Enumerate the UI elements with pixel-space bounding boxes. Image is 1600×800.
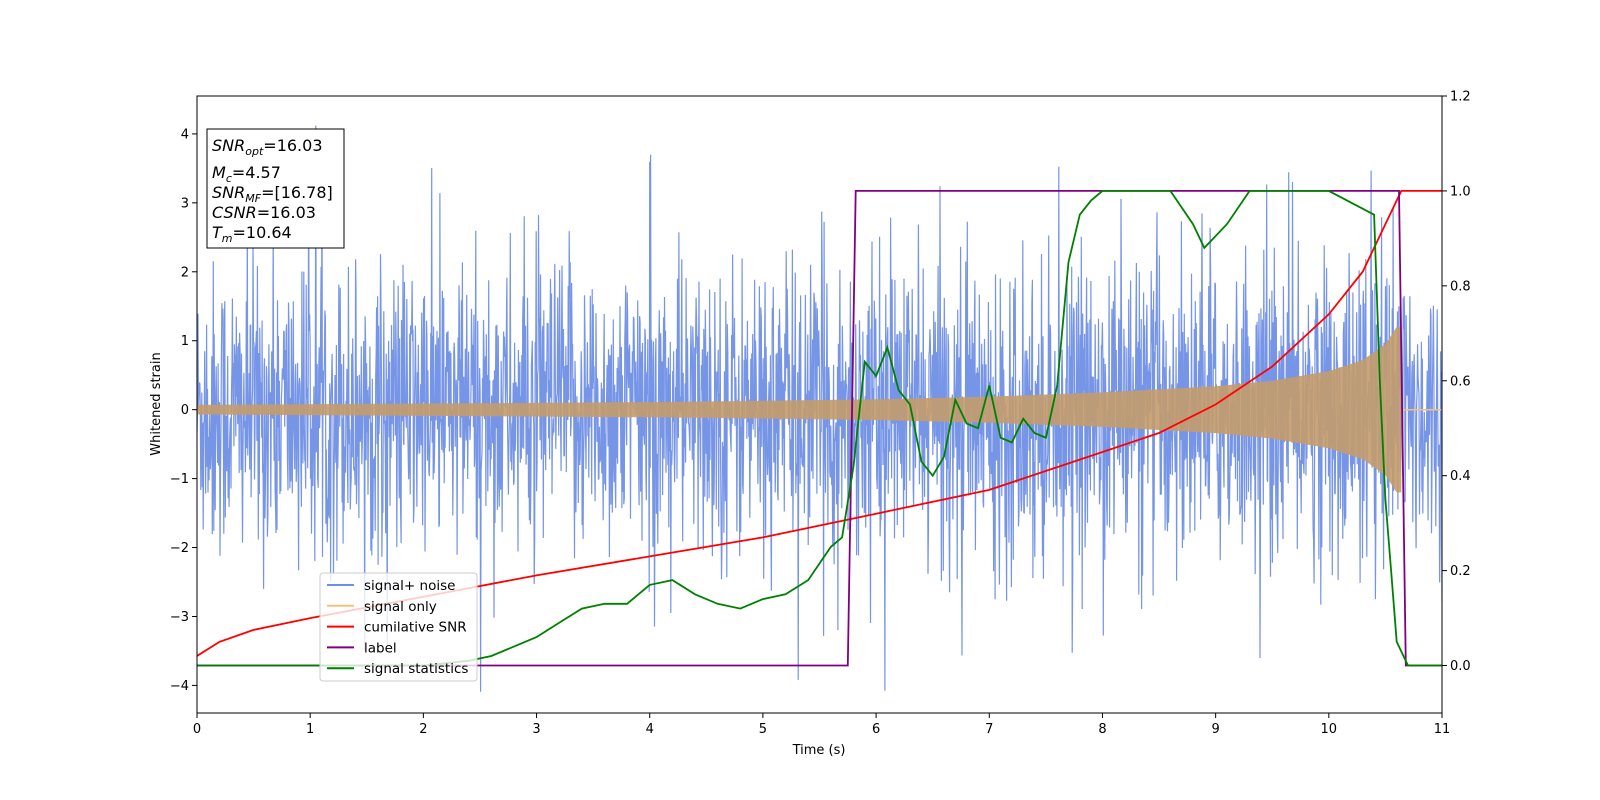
x-tick-label: 2	[419, 722, 427, 737]
legend-label: signal only	[364, 599, 437, 615]
annotation-frame	[206, 128, 345, 249]
plot-area	[197, 125, 1442, 692]
annotation-line: CSNR=16.03	[212, 203, 316, 222]
x-axis-label: Time (s)	[792, 743, 846, 758]
y-right-tick-label: 0.4	[1450, 469, 1471, 484]
annotation-line: Tm=10.64	[212, 223, 292, 245]
axes: 0 1 2 3 4 5 6 7 8 9 10 11 −4 −3 −2 −1 0 1 2 3 4 0.0 0.2 0.4 0.6 0…	[170, 90, 1471, 738]
y-right-tick-label: 0.0	[1450, 659, 1471, 674]
series-line-signal-noise	[197, 125, 1442, 692]
series-area-signal-only	[197, 326, 1402, 493]
annotation-line: Mc=4.57	[212, 163, 281, 185]
y-left-tick-label: −3	[170, 610, 189, 625]
y-right-tick-label: 0.8	[1450, 279, 1471, 294]
x-tick-label: 7	[985, 722, 993, 737]
annotation-line: SNRopt=16.03	[212, 136, 323, 158]
y-right-tick-label: 1.2	[1450, 90, 1471, 105]
legend-label: signal+ noise	[364, 578, 455, 594]
x-tick-label: 9	[1211, 722, 1219, 737]
x-tick-label: 10	[1321, 722, 1338, 737]
y-left-tick-label: −1	[170, 472, 189, 487]
y-left-tick-label: 1	[181, 334, 189, 349]
legend: signal+ noise signal only cumilative SNR la…	[319, 572, 478, 682]
legend-label: label	[364, 640, 397, 656]
x-tick-label: 11	[1434, 722, 1451, 737]
y-left-tick-label: 4	[181, 127, 189, 142]
y-axis-label: Whitened strain	[149, 352, 164, 455]
x-tick-label: 4	[646, 722, 654, 737]
x-tick-label: 0	[193, 722, 201, 737]
series-line-signal-statistics	[197, 190, 1442, 667]
legend-frame	[319, 572, 478, 682]
y-right-tick-label: 0.2	[1450, 564, 1471, 579]
x-tick-label: 8	[1098, 722, 1106, 737]
y-right-tick-label: 1.0	[1450, 184, 1471, 199]
series-line-cumulative-snr	[197, 190, 1442, 657]
y-left-tick-label: −2	[170, 541, 189, 556]
y-left-tick-label: 0	[181, 403, 189, 418]
legend-label: signal statistics	[364, 661, 468, 677]
x-tick-label: 3	[532, 722, 540, 737]
x-tick-label: 6	[872, 722, 880, 737]
plot-frame	[196, 95, 1443, 714]
legend-label: cumilative SNR	[364, 620, 467, 636]
y-left-tick-label: 3	[181, 196, 189, 211]
x-tick-label: 1	[306, 722, 314, 737]
y-left-tick-label: 2	[181, 265, 189, 280]
stats-annotation-box: SNRopt=16.03 Mc=4.57 SNRMF=[16.78] CSNR=…	[206, 128, 345, 249]
x-tick-label: 5	[759, 722, 767, 737]
annotation-line: SNRMF=[16.78]	[212, 183, 333, 205]
y-left-tick-label: −4	[170, 679, 189, 694]
y-right-tick-label: 0.6	[1450, 374, 1471, 389]
